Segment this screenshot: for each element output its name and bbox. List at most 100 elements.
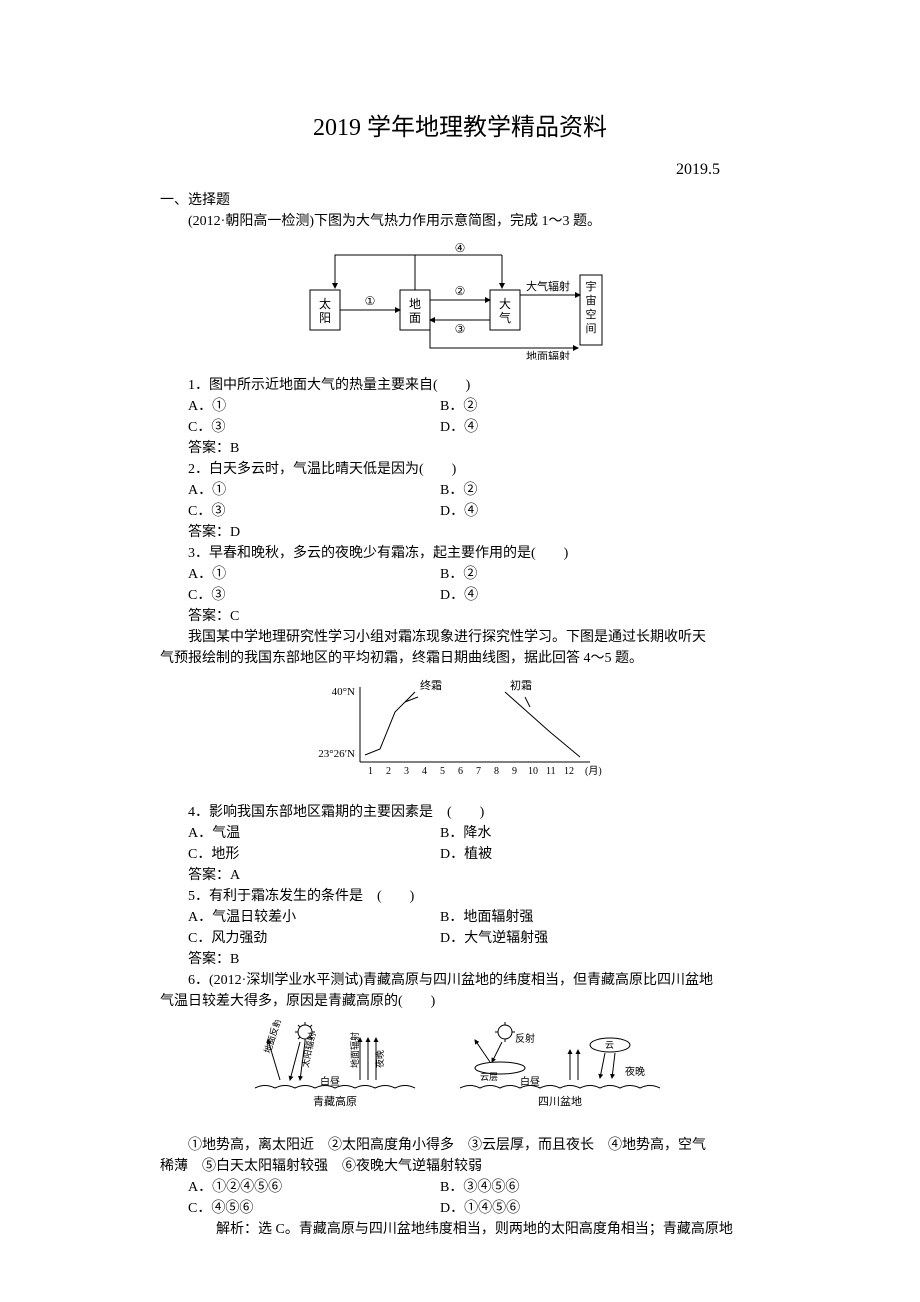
svg-text:4: 4 <box>422 766 427 777</box>
option-row: A．① B．② <box>160 564 760 585</box>
svg-text:地: 地 <box>409 297 421 311</box>
q4-option-a: A．气温 <box>160 823 440 844</box>
q1-stem: 1．图中所示近地面大气的热量主要来自( ) <box>160 375 760 396</box>
svg-text:40°N: 40°N <box>332 686 355 698</box>
svg-text:大: 大 <box>499 297 511 311</box>
svg-text:地面反射: 地面反射 <box>261 1020 283 1055</box>
q4-option-b: B．降水 <box>440 823 760 844</box>
q2-option-a: A．① <box>160 480 440 501</box>
option-row: A．气温 B．降水 <box>160 823 760 844</box>
svg-text:白昼: 白昼 <box>520 1075 540 1088</box>
q6-options-line2: 稀薄 ⑤白天太阳辐射较强 ⑥夜晚大气逆辐射较弱 <box>160 1156 760 1177</box>
svg-text:空: 空 <box>586 307 597 321</box>
svg-text:太: 太 <box>319 296 331 311</box>
q3-answer: 答案：C <box>160 606 760 627</box>
option-row: A．①②④⑤⑥ B．③④⑤⑥ <box>160 1177 760 1198</box>
q1-answer: 答案：B <box>160 438 760 459</box>
q3-stem: 3．早春和晚秋，多云的夜晚少有霜冻，起主要作用的是( ) <box>160 543 760 564</box>
q2-answer: 答案：D <box>160 522 760 543</box>
q4-answer: 答案：A <box>160 865 760 886</box>
q4-option-d: D．植被 <box>440 844 760 865</box>
svg-text:宙: 宙 <box>586 293 597 307</box>
q2-option-b: B．② <box>440 480 760 501</box>
svg-text:青藏高原: 青藏高原 <box>313 1094 357 1108</box>
q2-option-d: D．④ <box>440 501 760 522</box>
svg-text:8: 8 <box>494 766 499 777</box>
svg-text:面: 面 <box>409 311 421 325</box>
option-row: A．① B．② <box>160 480 760 501</box>
svg-text:3: 3 <box>404 766 409 777</box>
svg-text:12: 12 <box>564 766 574 777</box>
svg-text:④: ④ <box>455 241 466 255</box>
svg-text:四川盆地: 四川盆地 <box>538 1094 582 1108</box>
q6-option-d: D．①④⑤⑥ <box>440 1198 760 1219</box>
q2-stem: 2．白天多云时，气温比晴天低是因为( ) <box>160 459 760 480</box>
q3-option-c: C．③ <box>160 585 440 606</box>
svg-text:夜晚: 夜晚 <box>625 1065 645 1078</box>
svg-text:5: 5 <box>440 766 445 777</box>
svg-text:10: 10 <box>528 766 538 777</box>
svg-text:7: 7 <box>476 766 481 777</box>
q3-option-a: A．① <box>160 564 440 585</box>
svg-text:(月): (月) <box>585 765 602 777</box>
page-title: 2019 学年地理教学精品资料 <box>160 110 760 146</box>
svg-text:9: 9 <box>512 766 517 777</box>
q5-option-d: D．大气逆辐射强 <box>440 928 760 949</box>
q2-option-c: C．③ <box>160 501 440 522</box>
option-row: C．④⑤⑥ D．①④⑤⑥ <box>160 1198 760 1219</box>
option-row: C．地形 D．植被 <box>160 844 760 865</box>
q1-option-d: D．④ <box>440 417 760 438</box>
svg-text:2: 2 <box>386 766 391 777</box>
option-row: C．③ D．④ <box>160 417 760 438</box>
svg-text:阳: 阳 <box>319 311 331 325</box>
q1-option-a: A．① <box>160 396 440 417</box>
q5-option-c: C．风力强劲 <box>160 928 440 949</box>
svg-text:11: 11 <box>546 766 556 777</box>
svg-text:1: 1 <box>368 766 373 777</box>
svg-text:反射: 反射 <box>515 1033 535 1045</box>
q4-stem: 4．影响我国东部地区霜期的主要因素是 ( ) <box>160 802 760 823</box>
svg-text:太阳辐射: 太阳辐射 <box>299 1031 317 1069</box>
section-heading: 一、选择题 <box>160 190 760 211</box>
option-row: C．③ D．④ <box>160 501 760 522</box>
svg-text:初霜: 初霜 <box>510 678 532 692</box>
chart-frost: 40°N 23°26′N 终霜 初霜 1 2 3 4 5 6 7 8 9 10 … <box>160 677 760 794</box>
q6-analysis: 解析：选 C。青藏高原与四川盆地纬度相当，则两地的太阳高度角相当；青藏高原地 <box>160 1219 760 1240</box>
q4-option-c: C．地形 <box>160 844 440 865</box>
svg-text:云层: 云层 <box>480 1072 498 1082</box>
svg-text:6: 6 <box>458 766 463 777</box>
svg-text:大气辐射: 大气辐射 <box>526 279 570 293</box>
q6-options-line1: ①地势高，离太阳近 ②太阳高度角小得多 ③云层厚，而且夜长 ④地势高，空气 <box>160 1135 760 1156</box>
q3-option-d: D．④ <box>440 585 760 606</box>
svg-text:地面辐射: 地面辐射 <box>349 1032 360 1068</box>
diagram-1: 太 阳 地 面 大 气 宇 宙 空 间 ① ② ③ ④ 大气辐射 地面辐射 <box>160 240 760 367</box>
q1-option-c: C．③ <box>160 417 440 438</box>
svg-text:夜晚: 夜晚 <box>374 1050 385 1068</box>
q6-stem-line1: 6．(2012·深圳学业水平测试)青藏高原与四川盆地的纬度相当，但青藏高原比四川… <box>160 970 760 991</box>
svg-text:终霜: 终霜 <box>420 678 442 692</box>
option-row: C．风力强劲 D．大气逆辐射强 <box>160 928 760 949</box>
q6-stem-line2: 气温日较差大得多，原因是青藏高原的( ) <box>160 991 760 1012</box>
option-row: A．① B．② <box>160 396 760 417</box>
intro2-line1: 我国某中学地理研究性学习小组对霜冻现象进行探究性学习。下图是通过长期收听天 <box>160 627 760 648</box>
svg-text:③: ③ <box>455 322 466 336</box>
q3-option-b: B．② <box>440 564 760 585</box>
q5-stem: 5．有利于霜冻发生的条件是 ( ) <box>160 886 760 907</box>
q5-option-b: B．地面辐射强 <box>440 907 760 928</box>
option-row: A．气温日较差小 B．地面辐射强 <box>160 907 760 928</box>
svg-text:23°26′N: 23°26′N <box>318 748 355 760</box>
svg-text:气: 气 <box>499 310 511 325</box>
q6-option-c: C．④⑤⑥ <box>160 1198 440 1219</box>
q1-option-b: B．② <box>440 396 760 417</box>
svg-text:间: 间 <box>586 322 597 335</box>
date-label: 2019.5 <box>160 158 760 182</box>
diagram-q6: 地面反射 太阳辐射 白昼 地面辐射 夜晚 青藏高原 反射 云层 白昼 云 夜晚 … <box>160 1020 760 1127</box>
svg-text:②: ② <box>455 284 466 298</box>
q6-option-b: B．③④⑤⑥ <box>440 1177 760 1198</box>
intro2-line2: 气预报绘制的我国东部地区的平均初霜，终霜日期曲线图，据此回答 4～5 题。 <box>160 648 760 669</box>
intro-text: (2012·朝阳高一检测)下图为大气热力作用示意简图，完成 1～3 题。 <box>160 211 760 232</box>
svg-text:①: ① <box>365 294 376 308</box>
svg-text:宇: 宇 <box>586 280 597 293</box>
q5-answer: 答案：B <box>160 949 760 970</box>
q5-option-a: A．气温日较差小 <box>160 907 440 928</box>
